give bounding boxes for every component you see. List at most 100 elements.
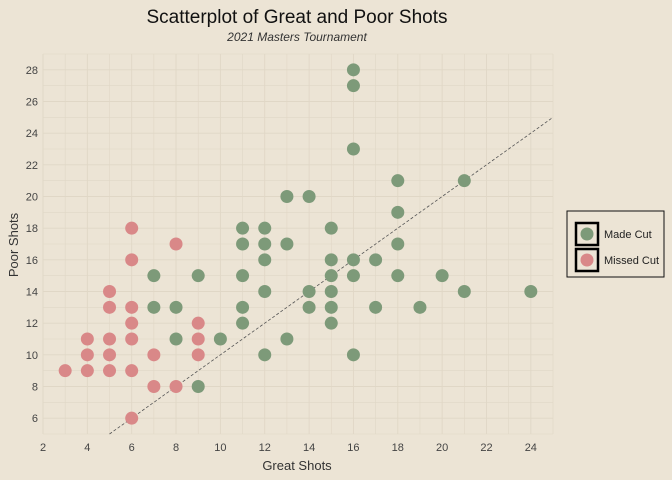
x-tick-label: 12 [259, 442, 271, 454]
point-made-cut [391, 174, 405, 188]
y-tick-label: 14 [26, 287, 38, 299]
point-made-cut [346, 142, 360, 156]
point-made-cut [280, 332, 294, 346]
point-missed-cut [125, 300, 139, 314]
y-tick-label: 12 [26, 318, 38, 330]
point-made-cut [346, 79, 360, 93]
x-tick-label: 10 [214, 442, 226, 454]
point-missed-cut [80, 364, 94, 378]
legend-label-made-cut: Made Cut [604, 229, 652, 241]
point-made-cut [413, 300, 427, 314]
x-tick-label: 14 [303, 442, 315, 454]
point-missed-cut [58, 364, 72, 378]
point-made-cut [280, 237, 294, 251]
point-made-cut [346, 348, 360, 362]
point-made-cut [213, 332, 227, 346]
data-points [58, 63, 538, 425]
point-made-cut [236, 316, 250, 330]
point-missed-cut [103, 285, 117, 298]
point-missed-cut [169, 380, 183, 393]
x-axis-title: Great Shots [262, 458, 332, 473]
y-tick-label: 10 [26, 350, 38, 362]
point-made-cut [324, 285, 338, 298]
point-missed-cut [147, 348, 161, 362]
legend: Made Cut Missed Cut [566, 210, 665, 278]
point-made-cut [258, 253, 272, 267]
point-made-cut [346, 63, 360, 77]
point-missed-cut [103, 300, 117, 314]
point-missed-cut [147, 380, 161, 393]
point-made-cut [302, 190, 316, 203]
point-made-cut [147, 269, 161, 283]
y-tick-label: 24 [26, 128, 38, 140]
y-tick-label: 20 [26, 192, 38, 204]
y-tick-label: 26 [26, 97, 38, 109]
point-missed-cut [103, 348, 117, 362]
point-missed-cut [80, 348, 94, 362]
x-tick-label: 24 [525, 442, 537, 454]
point-missed-cut [103, 364, 117, 378]
x-axis-ticks: 2 4 6 8 10 12 14 16 18 20 22 24 [40, 442, 537, 454]
point-made-cut [346, 269, 360, 283]
point-made-cut [191, 380, 205, 393]
point-made-cut [169, 300, 183, 314]
point-made-cut [302, 300, 316, 314]
point-missed-cut [103, 332, 117, 346]
point-made-cut [258, 348, 272, 362]
point-missed-cut [125, 316, 139, 330]
y-tick-label: 22 [26, 160, 38, 172]
y-axis-ticks: 6 8 10 12 14 16 18 20 22 24 26 28 [26, 65, 38, 425]
point-made-cut [236, 269, 250, 283]
x-tick-label: 20 [436, 442, 448, 454]
point-made-cut [457, 174, 471, 188]
point-missed-cut [191, 348, 205, 362]
y-tick-label: 6 [32, 413, 38, 425]
point-missed-cut [169, 237, 183, 251]
point-missed-cut [125, 221, 139, 235]
y-tick-label: 8 [32, 382, 38, 394]
legend-marker-made-cut [580, 227, 594, 241]
y-tick-label: 28 [26, 65, 38, 77]
chart-subtitle: 2021 Masters Tournament [226, 30, 367, 44]
x-tick-label: 4 [84, 442, 90, 454]
point-missed-cut [125, 253, 139, 267]
point-made-cut [302, 285, 316, 298]
point-made-cut [236, 221, 250, 235]
point-missed-cut [125, 364, 139, 378]
y-tick-label: 16 [26, 255, 38, 267]
legend-label-missed-cut: Missed Cut [604, 255, 659, 267]
point-made-cut [280, 190, 294, 203]
point-made-cut [191, 269, 205, 283]
x-tick-label: 16 [347, 442, 359, 454]
point-made-cut [258, 285, 272, 298]
chart-title: Scatterplot of Great and Poor Shots [146, 7, 447, 28]
grid-lines [42, 53, 554, 435]
point-made-cut [258, 237, 272, 251]
point-made-cut [524, 285, 538, 298]
point-missed-cut [125, 332, 139, 346]
point-made-cut [236, 237, 250, 251]
x-tick-label: 6 [129, 442, 135, 454]
y-tick-label: 18 [26, 223, 38, 235]
x-tick-label: 18 [392, 442, 404, 454]
point-made-cut [324, 316, 338, 330]
legend-key-missed-cut [574, 247, 600, 273]
point-missed-cut [80, 332, 94, 346]
point-made-cut [391, 237, 405, 251]
point-made-cut [435, 269, 449, 283]
point-made-cut [369, 253, 383, 267]
point-made-cut [391, 269, 405, 283]
point-made-cut [147, 300, 161, 314]
point-made-cut [457, 285, 471, 298]
x-tick-label: 22 [480, 442, 492, 454]
legend-marker-missed-cut [580, 253, 594, 267]
point-made-cut [369, 300, 383, 314]
point-missed-cut [125, 411, 139, 425]
point-made-cut [258, 221, 272, 235]
point-made-cut [236, 300, 250, 314]
point-made-cut [391, 205, 405, 219]
x-tick-label: 8 [173, 442, 179, 454]
legend-box [566, 210, 665, 278]
